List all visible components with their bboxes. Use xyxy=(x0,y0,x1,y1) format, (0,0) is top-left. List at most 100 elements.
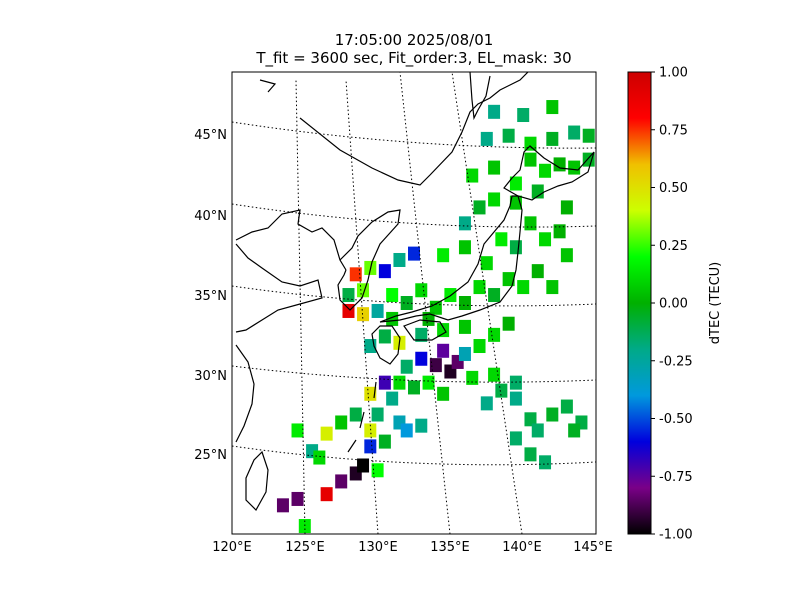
dtec-cell xyxy=(553,157,566,172)
dtec-cell xyxy=(349,267,362,282)
colorbar-tick-label: -0.25 xyxy=(659,354,693,369)
dtec-cell xyxy=(539,232,552,247)
dtec-cell xyxy=(378,434,391,449)
dtec-cell xyxy=(415,418,428,433)
colorbar-tick-label: -0.75 xyxy=(659,470,693,485)
dtec-cell xyxy=(364,439,377,454)
dtec-cell xyxy=(393,375,406,390)
dtec-cell xyxy=(422,375,435,390)
map-area[interactable] xyxy=(231,71,597,535)
colorbar: 1.00 0.75 0.50 0.25 0.00 -0.25 -0.50 -0.75 -1.00… xyxy=(627,66,723,543)
colorbar-bar xyxy=(627,71,652,535)
dtec-cell xyxy=(488,288,501,303)
dtec-cell xyxy=(524,216,537,231)
colorbar-tick-label: -0.50 xyxy=(659,412,693,427)
coastline-russia-far-east xyxy=(259,72,529,186)
dtec-cell xyxy=(437,323,450,338)
dtec-cell xyxy=(320,487,333,502)
dtec-cell xyxy=(539,163,552,178)
dtec-cell xyxy=(568,423,581,438)
lon-label-145: 145°E xyxy=(573,540,613,555)
colorbar-tick-label: 0.75 xyxy=(659,123,688,138)
lon-label-125: 125°E xyxy=(285,540,325,555)
coastline-ryukyu xyxy=(347,381,377,453)
dtec-cell xyxy=(546,280,559,295)
dtec-cell xyxy=(458,296,471,310)
meridian-140 xyxy=(451,72,523,534)
dtec-cell xyxy=(415,327,428,342)
parallel-40 xyxy=(232,203,596,228)
parallel-30 xyxy=(232,365,596,383)
dtec-cell xyxy=(458,216,471,231)
dtec-cell xyxy=(386,311,399,326)
parallel-25 xyxy=(232,445,596,466)
dtec-cell xyxy=(553,224,566,239)
dtec-cell xyxy=(480,131,493,146)
lon-label-130: 130°E xyxy=(358,540,398,555)
dtec-cell xyxy=(495,383,508,398)
dtec-cell xyxy=(509,375,522,390)
dtec-cell xyxy=(422,311,435,326)
dtec-cell xyxy=(524,447,537,462)
lat-label-35: 35°N xyxy=(194,289,227,304)
dtec-cell xyxy=(378,329,391,344)
dtec-cell xyxy=(364,386,377,401)
dtec-cell xyxy=(364,423,377,438)
dtec-cell xyxy=(531,423,544,438)
coastline-china xyxy=(235,243,323,443)
dtec-cell xyxy=(276,498,289,513)
dtec-cell xyxy=(509,391,522,406)
dtec-cell xyxy=(546,100,559,115)
dtec-cell xyxy=(473,280,486,295)
plot-title-time: 17:05:00 2025/08/01 xyxy=(334,31,494,49)
colorbar-label: dTEC (TECU) xyxy=(708,262,723,345)
lon-label-135: 135°E xyxy=(430,540,470,555)
dtec-cell xyxy=(582,128,595,143)
dtec-cell xyxy=(517,108,530,123)
lon-labels: 120°E 125°E 130°E 135°E 140°E 145°E xyxy=(212,540,613,555)
dtec-cell xyxy=(371,303,384,318)
dtec-cell xyxy=(357,458,370,473)
colorbar-tick-label: 0.00 xyxy=(659,297,688,312)
dtec-cell xyxy=(378,375,391,390)
dtec-cell xyxy=(560,248,573,263)
dtec-cell xyxy=(400,359,413,374)
parallel-45 xyxy=(232,121,596,149)
coastline-sakhalin xyxy=(469,72,491,121)
dtec-cell xyxy=(291,491,304,506)
dtec-cell xyxy=(495,232,508,247)
dtec-cell xyxy=(342,303,355,318)
dtec-cell xyxy=(488,192,501,207)
dtec-data-layer xyxy=(276,100,595,534)
coastline-shikoku xyxy=(403,319,447,341)
dtec-cell xyxy=(378,264,391,279)
dtec-cell xyxy=(502,316,515,331)
dtec-cell xyxy=(458,346,471,361)
dtec-cell xyxy=(466,168,479,183)
dtec-cell xyxy=(437,248,450,263)
dtec-cell xyxy=(437,386,450,401)
coastline-hokkaido xyxy=(503,145,595,201)
dtec-cell xyxy=(488,104,501,119)
dtec-cell xyxy=(509,240,522,255)
dtec-cell xyxy=(524,412,537,427)
dtec-cell xyxy=(480,396,493,411)
dtec-cell xyxy=(429,300,442,315)
dtec-cell xyxy=(437,343,450,358)
dtec-cell xyxy=(386,391,399,406)
dtec-cell xyxy=(458,319,471,334)
lat-label-25: 25°N xyxy=(194,448,227,463)
dtec-cell xyxy=(357,307,370,322)
dtec-cell xyxy=(480,256,493,271)
dtec-cell xyxy=(429,358,442,373)
coastline-honshu xyxy=(379,195,523,323)
lat-label-45: 45°N xyxy=(194,128,227,143)
dtec-cell xyxy=(502,272,515,287)
colorbar-tick-label: 0.25 xyxy=(659,239,688,254)
dtec-cell xyxy=(408,246,420,261)
coastline-kyushu xyxy=(371,325,401,365)
dtec-cell xyxy=(386,288,399,303)
dtec-cell xyxy=(509,431,522,446)
dtec-cell xyxy=(473,200,486,215)
lat-labels: 25°N 30°N 35°N 40°N 45°N xyxy=(194,128,227,463)
